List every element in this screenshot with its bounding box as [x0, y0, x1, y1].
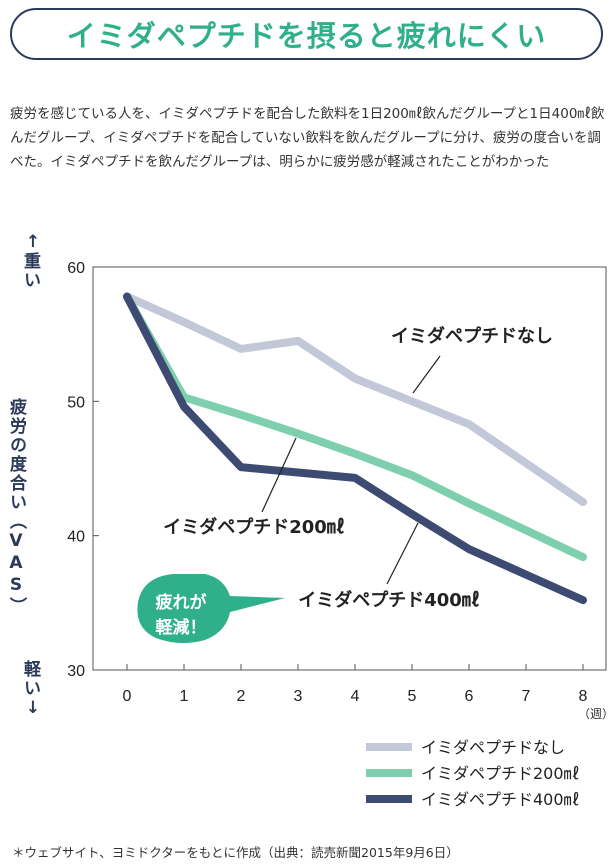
y-axis-light-label: 軽い ↓ — [20, 660, 46, 718]
annotation-leader-1 — [412, 355, 441, 394]
description-text: 疲労を感じている人を、イミダペプチドを配合した飲料を1日200㎖飲んだグループと… — [10, 106, 605, 170]
series-line-3 — [123, 292, 587, 605]
y-tick-label: 30 — [67, 663, 85, 680]
series-annotation-1: イミダペプチドなし — [391, 325, 553, 347]
up-arrow: ↑ — [25, 232, 41, 252]
y-axis-title: 疲労の度合い （VAS） — [6, 398, 36, 616]
x-unit-label: （週） — [578, 707, 614, 721]
series-annotation-2: イミダペプチド200㎖ — [163, 516, 345, 538]
x-tick-label: 2 — [237, 688, 246, 705]
x-tick-label: 3 — [294, 688, 303, 705]
callout-text-line2: 軽減！ — [156, 617, 207, 638]
y-axis-heavy-label: ↑ 重い — [20, 232, 46, 290]
series-annotation-3: イミダペプチド400㎖ — [298, 589, 480, 611]
down-arrow: ↓ — [25, 698, 41, 718]
x-tick-label: 7 — [522, 688, 531, 705]
annotation-leader-2 — [261, 437, 297, 513]
x-tick-label: 0 — [123, 688, 132, 705]
x-tick-label: 1 — [180, 688, 189, 705]
page-title: イミダペプチドを摂ると疲れにくい — [66, 19, 547, 53]
y-tick-label: 40 — [67, 529, 85, 546]
callout-bubble — [137, 574, 285, 644]
title-banner: イミダペプチドを摂ると疲れにくい — [10, 8, 603, 60]
y-axis-unit: （VAS） — [6, 512, 26, 616]
x-tick-label: 6 — [465, 688, 474, 705]
source-footnote: ＊ウェブサイト、ヨミドクターをもとに作成（出典：読売新聞2015年9月6日） — [12, 845, 459, 860]
x-tick-label: 4 — [351, 688, 360, 705]
annotation-leader-3 — [386, 522, 419, 585]
y-tick-label: 60 — [67, 260, 85, 277]
legend-label-3: イミダペプチド400㎖ — [421, 790, 580, 809]
light-text: 軽い — [20, 660, 40, 698]
y-tick-label: 50 — [67, 394, 85, 411]
legend-label-1: イミダペプチドなし — [421, 738, 565, 757]
series-line-2 — [123, 292, 587, 562]
callout-text-line1: 疲れが — [156, 592, 207, 613]
series-line-1 — [123, 292, 587, 507]
legend-label-2: イミダペプチド200㎖ — [421, 764, 580, 783]
x-tick-label: 5 — [408, 688, 417, 705]
heavy-text: 重い — [20, 252, 40, 290]
x-tick-label: 8 — [579, 688, 588, 705]
y-axis-title-text: 疲労の度合い — [6, 398, 26, 512]
